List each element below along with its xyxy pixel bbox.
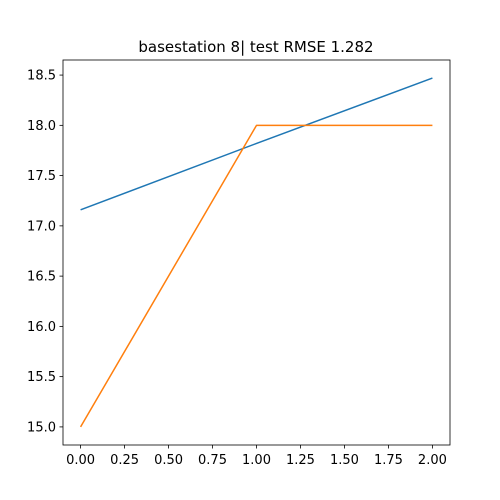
x-tick-label: 1.50	[330, 453, 359, 468]
y-tick-label: 18.0	[27, 119, 56, 134]
y-tick-label: 15.0	[27, 420, 56, 435]
series-line-2	[79, 124, 433, 428]
chart-title: basestation 8| test RMSE 1.282	[138, 38, 373, 56]
y-tick-label: 16.5	[27, 270, 56, 285]
series-layer	[79, 77, 433, 428]
x-tick-label: 1.25	[286, 453, 315, 468]
y-tick-label: 17.0	[27, 219, 56, 234]
y-tick-label: 18.5	[27, 69, 56, 84]
axes-layer: 0.00 0.25 0.50 0.75 1.00 1.25 1.50 1.75 2.00 15.0…	[27, 59, 451, 468]
x-tick-label: 2.00	[418, 453, 447, 468]
series-line-1	[80, 77, 433, 211]
x-tick-label: 1.00	[242, 453, 271, 468]
x-tick-label: 0.50	[154, 453, 183, 468]
x-tick-label: 0.00	[66, 453, 95, 468]
y-tick-label: 16.0	[27, 320, 56, 335]
y-tick-label: 15.5	[27, 370, 56, 385]
x-tick-label: 0.75	[198, 453, 227, 468]
x-tick-label: 1.75	[374, 453, 403, 468]
x-tick-label: 0.25	[110, 453, 139, 468]
y-tick-label: 17.5	[27, 169, 56, 184]
